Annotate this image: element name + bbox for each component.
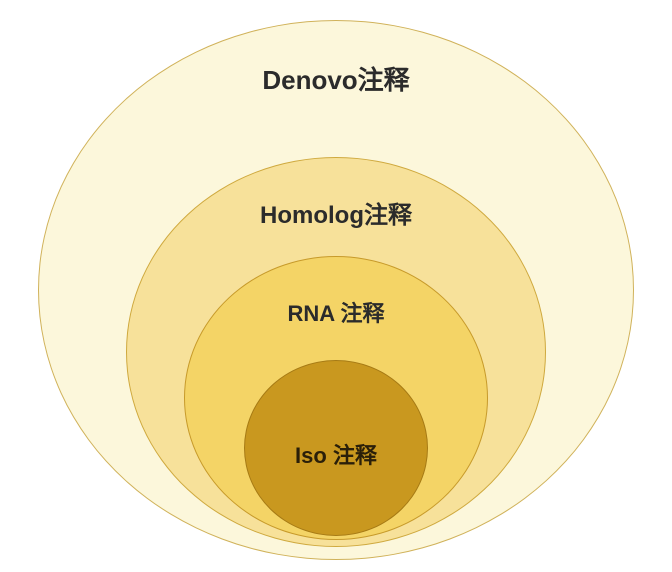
label-rna: RNA 注释 bbox=[288, 296, 385, 328]
label-denovo: Denovo注释 bbox=[262, 60, 409, 97]
label-homolog: Homolog注释 bbox=[260, 195, 412, 230]
label-iso: Iso 注释 bbox=[295, 438, 377, 470]
diagram-stage: Denovo注释 Homolog注释 RNA 注释 Iso 注释 bbox=[0, 0, 672, 572]
